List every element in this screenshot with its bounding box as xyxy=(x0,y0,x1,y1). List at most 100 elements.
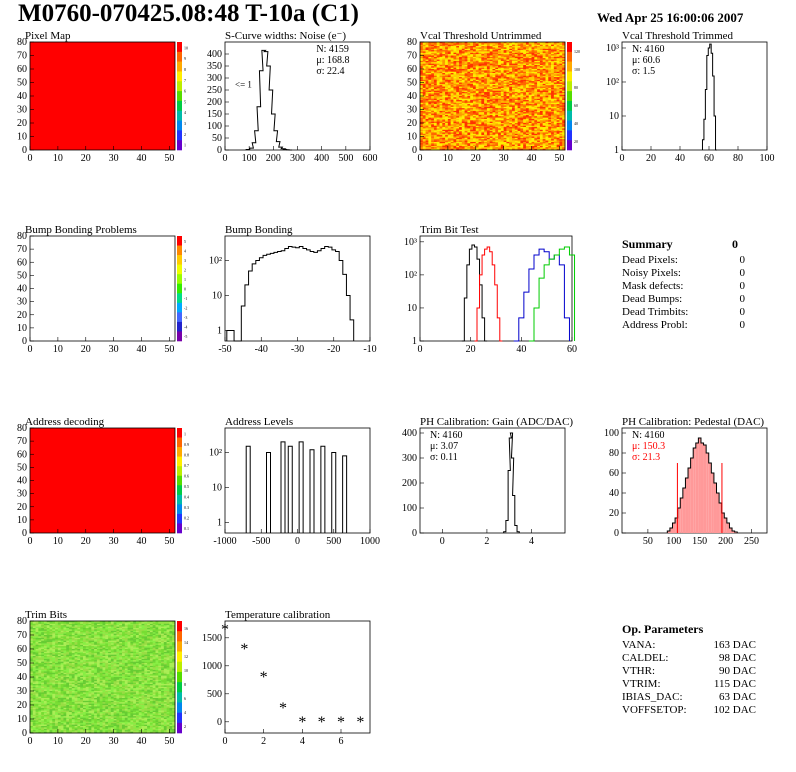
heatmap-cell xyxy=(422,141,426,144)
heatmap-cell xyxy=(551,47,555,50)
heatmap-cell xyxy=(539,96,543,98)
stats-line: σ: 22.4 xyxy=(316,66,344,77)
heatmap-cell xyxy=(436,144,440,147)
heatmap-cell xyxy=(425,56,429,59)
heatmap-cell xyxy=(545,91,549,94)
heatmap-cell xyxy=(35,707,39,710)
heatmap-cell xyxy=(456,46,460,48)
heatmap-cell xyxy=(545,69,549,71)
heatmap-cell xyxy=(472,81,477,83)
heatmap-cell xyxy=(525,63,530,66)
heatmap-cell xyxy=(553,147,557,149)
heatmap-cell xyxy=(512,75,516,78)
heatmap-cell xyxy=(548,77,552,79)
palette-tick-label: 1 xyxy=(184,277,186,282)
heatmap-cell xyxy=(439,86,443,89)
heatmap-cell xyxy=(41,663,45,665)
heatmap-cell xyxy=(517,48,521,51)
heatmap-cell xyxy=(30,712,34,714)
heatmap-cell xyxy=(464,110,468,113)
heatmap-cell xyxy=(503,132,507,135)
heatmap-cell xyxy=(562,43,566,45)
heatmap-cell xyxy=(436,147,440,149)
heatmap-cell xyxy=(503,47,507,50)
heatmap-cell xyxy=(500,101,504,104)
heatmap-cell xyxy=(562,60,566,63)
heatmap-cell xyxy=(553,96,557,98)
heatmap-cell xyxy=(523,141,527,144)
heatmap-cell xyxy=(523,123,527,125)
heatmap-cell xyxy=(548,93,552,95)
heatmap-cell xyxy=(475,48,479,51)
heatmap-cell xyxy=(431,104,435,106)
heatmap-cell xyxy=(472,73,477,75)
heatmap-cell xyxy=(450,44,454,47)
heatmap-cell xyxy=(425,113,429,116)
heatmap-cell xyxy=(514,58,518,60)
heatmap-cell xyxy=(442,90,446,93)
heatmap-cell xyxy=(553,81,557,83)
heatmap-cell xyxy=(425,70,429,72)
heatmap-cell xyxy=(506,56,510,59)
heatmap-cell xyxy=(453,94,457,97)
heatmap-cell xyxy=(506,105,510,108)
heatmap-cell xyxy=(495,129,499,132)
heatmap-cell xyxy=(528,102,532,105)
heatmap-cell xyxy=(500,120,504,122)
heatmap-cell xyxy=(562,85,566,87)
heatmap-cell xyxy=(35,649,39,651)
heatmap-cell xyxy=(542,69,546,71)
heatmap-cell xyxy=(445,128,449,131)
heatmap-cell xyxy=(38,696,42,699)
heatmap-cell xyxy=(420,71,424,74)
heatmap-cell xyxy=(548,148,552,151)
heatmap-cell xyxy=(528,47,532,50)
heatmap-cell xyxy=(447,144,451,147)
heatmap-cell xyxy=(450,62,454,64)
heatmap-cell xyxy=(41,644,45,647)
heatmap-cell xyxy=(475,46,479,48)
heatmap-cell xyxy=(470,74,474,77)
heatmap-cell xyxy=(486,55,491,58)
heatmap-cell xyxy=(514,60,518,63)
heatmap-cell xyxy=(464,50,468,52)
heatmap-cell xyxy=(450,125,454,128)
heatmap-cell xyxy=(486,81,491,83)
heatmap-cell xyxy=(422,144,426,147)
heatmap-cell xyxy=(450,74,454,77)
heatmap-cell xyxy=(478,91,482,94)
heatmap-cell xyxy=(528,104,532,106)
heatmap-cell xyxy=(512,51,516,54)
heatmap-cell xyxy=(537,62,541,64)
heatmap-cell xyxy=(431,71,435,74)
heatmap-cell xyxy=(30,691,34,693)
heatmap-cell xyxy=(472,121,477,124)
heatmap-cell xyxy=(35,653,39,655)
heatmap-cell xyxy=(472,75,477,78)
heatmap-cell xyxy=(492,118,496,121)
heatmap-cell xyxy=(464,132,468,135)
heatmap-cell xyxy=(464,63,468,66)
plot-frame xyxy=(29,235,176,342)
heatmap-cell xyxy=(425,108,429,110)
heatmap-cell xyxy=(556,43,560,45)
heatmap-cell xyxy=(551,96,555,98)
heatmap-cell xyxy=(503,89,507,91)
heatmap-cell xyxy=(420,120,424,122)
heatmap-cell xyxy=(442,124,446,126)
heatmap-cell xyxy=(472,86,477,89)
heatmap-cell xyxy=(431,86,435,89)
heatmap-cell xyxy=(425,101,429,104)
heatmap-cell xyxy=(433,50,438,52)
heatmap-cell xyxy=(503,127,507,129)
heatmap-cell xyxy=(537,93,541,95)
heatmap-cell xyxy=(41,635,45,637)
heatmap-cell xyxy=(459,58,463,60)
heatmap-cell xyxy=(475,147,479,149)
heatmap-cell xyxy=(445,135,449,137)
palette-segment xyxy=(567,61,572,72)
heatmap-cell xyxy=(548,74,552,77)
heatmap-cell xyxy=(523,71,527,74)
heatmap-cell xyxy=(464,89,468,91)
heatmap-cell xyxy=(32,699,36,702)
